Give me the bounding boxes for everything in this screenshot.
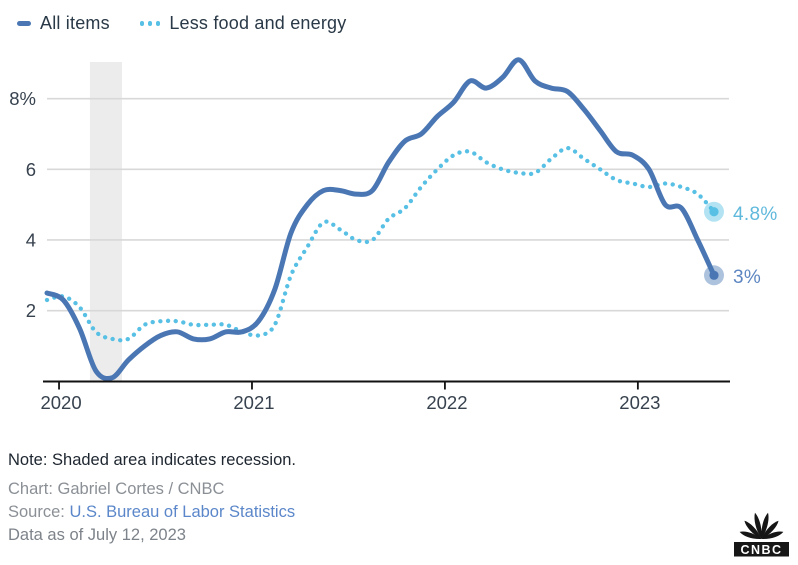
- end-value-label-less-food-energy: 4.8%: [733, 203, 778, 225]
- inflation-line-chart: 2 4 6 8% 2020 2021 2022 2023: [9, 57, 730, 413]
- peacock-icon: [734, 512, 789, 557]
- chart-footer: Note: Shaded area indicates recession. C…: [8, 451, 296, 550]
- legend-item-less-food-energy: Less food and energy: [139, 13, 347, 34]
- y-axis-tick-label: 8%: [9, 88, 36, 109]
- x-axis-tick-label: 2021: [233, 392, 274, 413]
- legend-label-all-items: All items: [40, 13, 110, 33]
- x-axis-tick-label: 2022: [426, 392, 467, 413]
- source-line: Source: U.S. Bureau of Labor Statistics: [8, 504, 296, 521]
- chart-credit: Chart: Gabriel Cortes / CNBC: [8, 480, 225, 498]
- x-axis-tick-label: 2023: [619, 392, 660, 413]
- legend-item-all-items: All items: [17, 13, 110, 34]
- note-text: Note: Shaded area indicates recession.: [8, 451, 297, 469]
- series-line-less-food-energy: [44, 145, 717, 343]
- source-prefix: Source:: [8, 503, 70, 521]
- solid-line-swatch-icon: [17, 21, 31, 26]
- cnbc-logo: CNBC: [734, 512, 789, 557]
- y-axis-tick-label: 6: [26, 159, 36, 180]
- end-dot: [709, 207, 719, 217]
- end-value-label-all-items: 3%: [733, 267, 762, 289]
- dotted-line-swatch-icon: [139, 21, 161, 26]
- cnbc-logo-text: CNBC: [740, 543, 782, 557]
- x-axis-tick-label: 2020: [40, 392, 81, 413]
- legend-label-less-food-energy: Less food and energy: [169, 13, 347, 33]
- source-link[interactable]: U.S. Bureau of Labor Statistics: [69, 503, 296, 521]
- series-line-all-items: [44, 57, 717, 382]
- end-dot: [709, 270, 719, 280]
- data-as-of-text: Data as of July 12, 2023: [8, 526, 186, 544]
- y-axis-tick-label: 2: [26, 300, 36, 321]
- recession-band: [89, 62, 122, 382]
- chart-legend: All items Less food and energy: [17, 13, 346, 34]
- y-axis-tick-label: 4: [26, 229, 36, 250]
